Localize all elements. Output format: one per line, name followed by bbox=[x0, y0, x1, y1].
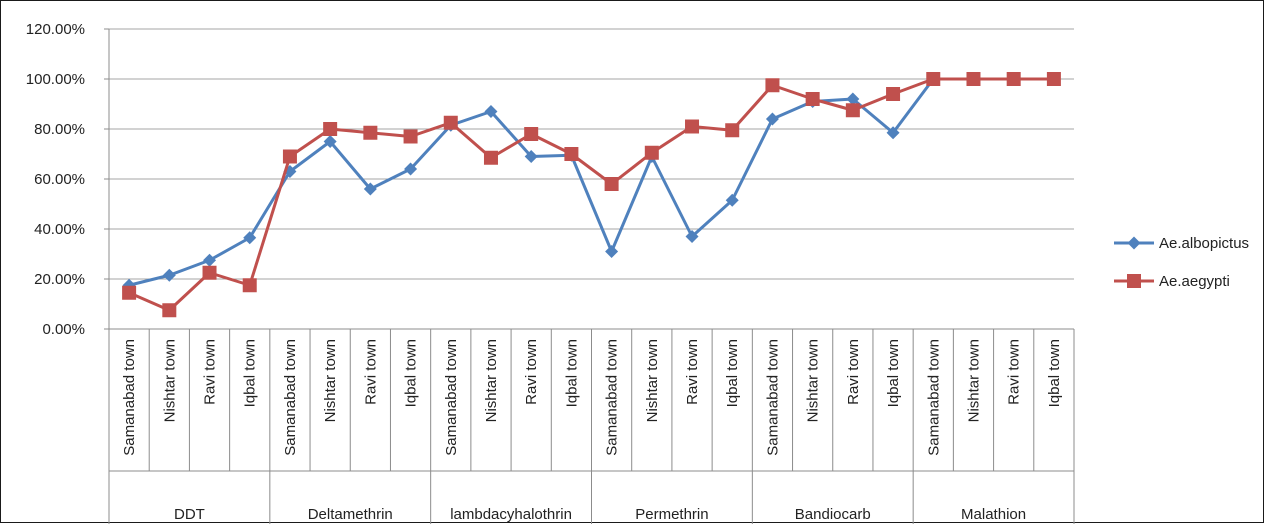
legend-label-ae-aegypti: Ae.aegypti bbox=[1159, 273, 1230, 290]
ae-aegypti-point bbox=[242, 278, 257, 293]
ae-aegypti-point bbox=[282, 149, 297, 164]
x-group-label: Deltamethrin bbox=[308, 506, 393, 523]
x-category-label: Samanabad town bbox=[282, 339, 299, 456]
ae-albopictus-line bbox=[128, 77, 1054, 287]
x-group-label: lambdacyhalothrin bbox=[450, 506, 572, 523]
x-category-label: Iqbal town bbox=[724, 339, 741, 407]
y-tick-label: 60.00% bbox=[34, 171, 85, 188]
ae-aegypti-point bbox=[1006, 72, 1021, 86]
ae-albopictus-point bbox=[323, 135, 337, 148]
ae-aegypti-point bbox=[1046, 72, 1061, 86]
ae-aegypti-point bbox=[122, 285, 137, 300]
ae-albopictus-point bbox=[725, 193, 739, 207]
ae-albopictus-point bbox=[484, 105, 498, 118]
x-group-label: DDT bbox=[174, 506, 205, 523]
x-category-label: Ravi town bbox=[845, 339, 862, 405]
x-category-label: Nishtar town bbox=[483, 339, 500, 422]
ae-aegypti-point bbox=[926, 72, 941, 86]
x-category-label: Ravi town bbox=[202, 339, 219, 405]
ae-aegypti-point bbox=[685, 119, 700, 134]
x-group-label: Permethrin bbox=[635, 506, 708, 523]
x-category-label: Nishtar town bbox=[644, 339, 661, 422]
x-category-label: Samanabad town bbox=[604, 339, 621, 456]
x-category-label: Nishtar town bbox=[805, 339, 822, 422]
x-category-label: Ravi town bbox=[523, 339, 540, 405]
x-category-label: Iqbal town bbox=[403, 339, 420, 407]
x-category-label: Iqbal town bbox=[242, 339, 259, 407]
ae-aegypti-point bbox=[765, 78, 780, 93]
ae-aegypti-point bbox=[524, 127, 539, 141]
y-tick-label: 20.00% bbox=[34, 271, 85, 288]
ae-aegypti-point bbox=[564, 147, 579, 161]
ae-aegypti-point bbox=[966, 72, 981, 86]
ae-aegypti-point bbox=[202, 265, 217, 280]
ae-albopictus-point bbox=[363, 182, 377, 196]
ae-albopictus-point bbox=[685, 230, 699, 243]
ae-albopictus-point bbox=[605, 245, 619, 258]
ae-aegypti-point bbox=[604, 177, 619, 191]
x-group-label: Malathion bbox=[961, 506, 1026, 523]
ae-albopictus-point bbox=[846, 92, 860, 106]
ae-aegypti-point bbox=[403, 129, 418, 144]
x-category-label: Ravi town bbox=[684, 339, 701, 405]
y-tick-label: 100.00% bbox=[26, 71, 85, 88]
ae-albopictus-point bbox=[524, 150, 538, 163]
ae-albopictus-point bbox=[203, 253, 217, 267]
x-category-label: Nishtar town bbox=[161, 339, 178, 422]
x-category-label: Ravi town bbox=[1006, 339, 1023, 405]
ae-aegypti-point bbox=[483, 150, 498, 165]
ae-albopictus-point bbox=[765, 112, 779, 126]
x-category-label: Samanabad town bbox=[443, 339, 460, 456]
x-category-label: Samanabad town bbox=[764, 339, 781, 456]
x-category-label: Iqbal town bbox=[563, 339, 580, 407]
ae-albopictus-point bbox=[162, 268, 176, 282]
x-category-label: Ravi town bbox=[362, 339, 379, 405]
ae-aegypti-point bbox=[162, 303, 177, 318]
y-tick-label: 40.00% bbox=[34, 221, 85, 238]
x-category-label: Nishtar town bbox=[965, 339, 982, 422]
y-tick-label: 120.00% bbox=[26, 21, 85, 38]
x-category-label: Samanabad town bbox=[121, 339, 138, 456]
ae-aegypti-point bbox=[725, 123, 740, 138]
ae-aegypti-point bbox=[805, 92, 820, 106]
ae-aegypti-point bbox=[845, 103, 860, 118]
ae-aegypti-point bbox=[363, 125, 378, 140]
ae-aegypti-line bbox=[128, 77, 1054, 312]
legend-marker-ae-albopictus bbox=[1127, 236, 1141, 250]
x-category-label: Iqbal town bbox=[1046, 339, 1063, 407]
ae-aegypti-point bbox=[443, 115, 458, 130]
y-tick-label: 0.00% bbox=[42, 321, 85, 338]
ae-albopictus-point bbox=[404, 162, 418, 176]
ae-aegypti-point bbox=[644, 145, 659, 160]
ae-albopictus-point bbox=[243, 231, 257, 245]
ae-aegypti-point bbox=[323, 122, 338, 136]
y-tick-label: 80.00% bbox=[34, 121, 85, 138]
ae-aegypti-point bbox=[886, 87, 901, 101]
ae-albopictus-point bbox=[886, 126, 900, 140]
x-group-label: Bandiocarb bbox=[795, 506, 871, 523]
legend-marker-ae-aegypti bbox=[1127, 274, 1141, 288]
legend-label-ae-albopictus: Ae.albopictus bbox=[1159, 235, 1249, 252]
x-category-label: Iqbal town bbox=[885, 339, 902, 407]
x-category-label: Nishtar town bbox=[322, 339, 339, 422]
x-category-label: Samanabad town bbox=[925, 339, 942, 456]
